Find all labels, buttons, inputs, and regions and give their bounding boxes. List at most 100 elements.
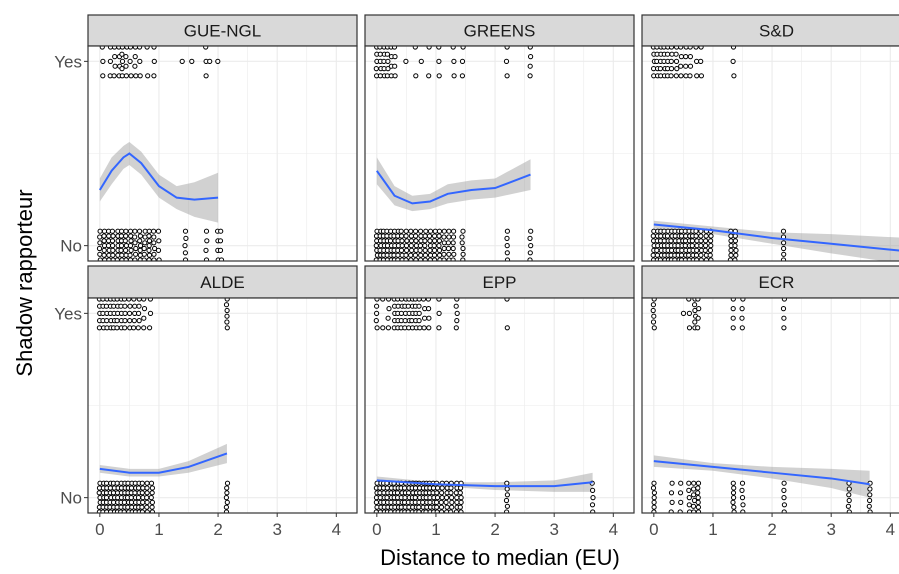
data-point <box>449 499 455 505</box>
data-point <box>432 228 438 234</box>
data-point <box>119 73 125 79</box>
data-point <box>651 509 657 513</box>
data-point <box>408 238 415 244</box>
data-point <box>740 502 746 508</box>
data-point <box>730 490 737 496</box>
data-point <box>650 302 657 308</box>
data-point <box>686 502 692 508</box>
data-point <box>392 54 398 60</box>
data-point <box>420 499 426 505</box>
data-point <box>695 485 701 491</box>
data-point <box>392 63 398 69</box>
data-point <box>404 247 410 253</box>
data-point <box>458 495 464 501</box>
data-point <box>650 233 656 239</box>
data-point <box>439 490 445 496</box>
data-point <box>691 509 697 513</box>
data-point <box>137 233 143 239</box>
smooth-line <box>98 152 219 201</box>
data-point <box>654 247 660 253</box>
data-point <box>426 73 432 79</box>
data-point <box>460 257 466 261</box>
data-point <box>408 252 414 258</box>
data-point <box>427 228 434 234</box>
data-point <box>422 233 428 239</box>
data-point <box>391 46 398 50</box>
data-point <box>203 228 210 234</box>
data-point <box>412 252 418 258</box>
data-point <box>133 251 139 257</box>
data-point <box>651 490 658 496</box>
panel-border <box>364 297 635 514</box>
data-point <box>654 252 661 258</box>
smooth-line <box>99 452 228 474</box>
panel-border <box>641 297 899 514</box>
x-tick-label: 0 <box>649 520 658 539</box>
data-point <box>385 315 391 321</box>
data-point <box>146 247 152 253</box>
data-point <box>504 235 510 241</box>
data-point <box>698 73 705 79</box>
data-point <box>217 238 224 244</box>
data-point <box>451 58 457 65</box>
data-point <box>528 243 534 249</box>
data-point <box>703 238 709 244</box>
facet-strip <box>87 14 358 47</box>
data-point <box>412 485 419 491</box>
data-point <box>144 504 150 510</box>
data-point <box>444 495 450 501</box>
data-point <box>668 58 674 65</box>
data-point <box>107 58 114 65</box>
data-point <box>122 325 128 331</box>
data-point <box>739 306 745 312</box>
x-tick-label: 2 <box>767 520 776 539</box>
data-point <box>422 315 428 321</box>
data-point <box>224 319 230 325</box>
data-point <box>99 46 105 50</box>
data-point <box>708 233 714 239</box>
data-point <box>728 247 734 253</box>
data-point <box>147 298 153 302</box>
data-point <box>528 228 534 234</box>
data-point <box>459 234 465 240</box>
data-point <box>732 238 739 244</box>
data-point <box>144 509 150 513</box>
confidence-band <box>99 443 227 477</box>
data-point <box>409 247 415 253</box>
data-point <box>373 318 379 324</box>
data-point <box>678 73 684 79</box>
data-point <box>203 247 209 253</box>
data-point <box>417 243 423 249</box>
data-point <box>123 233 129 239</box>
data-point <box>386 298 392 302</box>
data-point <box>695 298 701 302</box>
facet-strip <box>364 14 635 47</box>
data-point <box>402 495 408 501</box>
data-point <box>425 298 431 302</box>
data-point <box>441 257 447 261</box>
data-point <box>103 495 110 501</box>
data-point <box>674 66 680 72</box>
data-point <box>141 257 147 261</box>
facet-strip <box>364 265 635 299</box>
confidence-band <box>99 141 219 223</box>
data-point <box>504 486 510 492</box>
data-point <box>114 318 120 324</box>
data-point <box>439 485 445 491</box>
data-point <box>128 485 135 491</box>
data-point <box>436 298 442 302</box>
data-point <box>687 46 693 50</box>
data-point <box>687 63 694 69</box>
data-point <box>434 495 441 501</box>
data-point <box>135 325 141 331</box>
data-point <box>139 490 145 496</box>
data-point <box>707 252 713 258</box>
data-point <box>444 504 450 510</box>
data-point <box>392 73 398 79</box>
data-point <box>780 228 787 234</box>
data-point <box>151 58 157 65</box>
data-point <box>730 58 736 65</box>
data-point <box>404 238 410 244</box>
data-point <box>416 318 422 324</box>
data-point <box>384 485 390 491</box>
